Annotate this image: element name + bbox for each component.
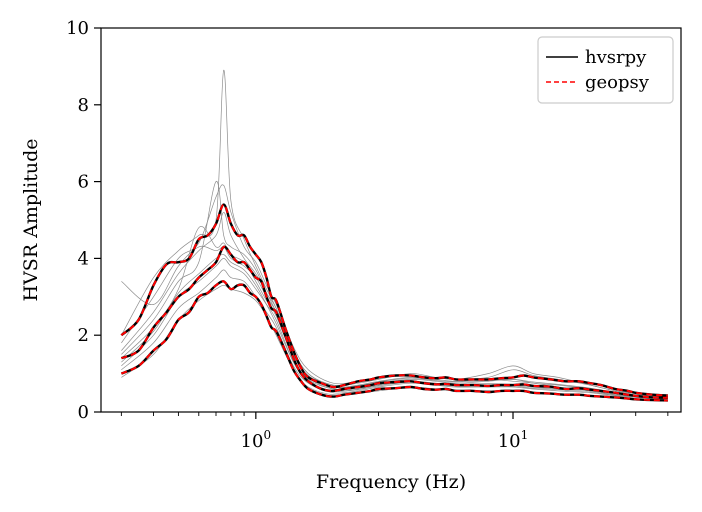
summary-curves <box>120 203 668 402</box>
y-tick-label: 6 <box>78 172 89 193</box>
series-geopsy <box>120 203 668 402</box>
x-axis-label: Frequency (Hz) <box>316 471 466 493</box>
legend-label-geopsy: geopsy <box>585 72 650 93</box>
window-curve <box>121 69 668 396</box>
x-tick-exponent: 0 <box>263 428 271 442</box>
y-axis-label: HVSR Amplitude <box>20 139 42 302</box>
x-tick-exponent: 1 <box>521 428 529 442</box>
plot-frame <box>100 27 682 413</box>
series-line-geopsy <box>120 203 668 397</box>
legend-box <box>537 36 674 104</box>
y-tick-label: 4 <box>78 248 89 269</box>
x-tick-label: 100 <box>241 428 272 452</box>
y-tick-label: 2 <box>78 325 89 346</box>
y-tick-label: 0 <box>78 402 89 423</box>
series-line-geopsy <box>121 245 668 399</box>
x-tick-base: 10 <box>498 431 521 452</box>
legend-label-hvsrpy: hvsrpy <box>585 47 647 68</box>
series-line-geopsy <box>120 280 668 402</box>
x-tick-label: 101 <box>498 428 529 452</box>
x-tick-base: 10 <box>241 431 264 452</box>
y-tick-label: 10 <box>66 18 89 39</box>
y-tick-label: 8 <box>78 95 89 116</box>
window-curve <box>121 269 668 400</box>
legend: hvsrpy geopsy <box>537 36 674 104</box>
